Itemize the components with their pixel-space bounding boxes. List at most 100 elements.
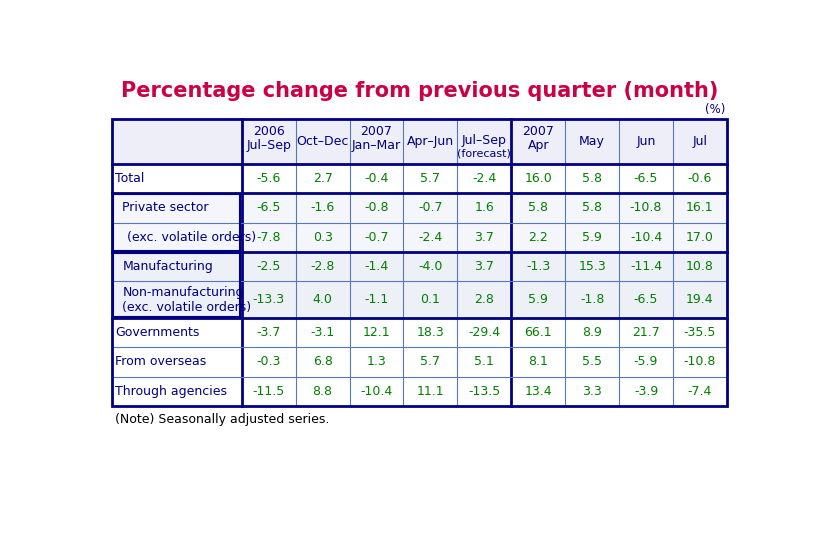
Text: 16.0: 16.0 (524, 172, 552, 185)
Text: 5.8: 5.8 (582, 201, 602, 214)
Text: 5.7: 5.7 (420, 172, 440, 185)
Text: -13.5: -13.5 (468, 385, 501, 398)
Bar (113, 194, 240, 251)
Text: -5.6: -5.6 (257, 172, 281, 185)
Text: 19.4: 19.4 (686, 293, 714, 306)
Text: (Note) Seasonally adjusted series.: (Note) Seasonally adjusted series. (115, 413, 330, 426)
Text: Total: Total (115, 172, 145, 185)
Text: -6.5: -6.5 (634, 293, 658, 306)
Text: Private sector: Private sector (123, 201, 209, 214)
Text: Jul–Sep: Jul–Sep (246, 139, 291, 152)
Text: Jul–Sep: Jul–Sep (462, 134, 507, 147)
Text: 2.8: 2.8 (474, 293, 494, 306)
Text: -1.8: -1.8 (580, 293, 605, 306)
Text: -11.4: -11.4 (630, 260, 662, 273)
Text: 3.3: 3.3 (582, 385, 602, 398)
Text: 5.9: 5.9 (528, 293, 548, 306)
Text: 3.7: 3.7 (474, 231, 494, 244)
Text: 8.1: 8.1 (528, 356, 548, 368)
Bar (111, 193, 727, 252)
Text: 16.1: 16.1 (686, 201, 714, 214)
Text: -10.8: -10.8 (684, 356, 716, 368)
Text: 1.6: 1.6 (474, 201, 494, 214)
Text: 17.0: 17.0 (686, 231, 714, 244)
Text: Oct–Dec: Oct–Dec (296, 135, 348, 148)
Text: -7.8: -7.8 (257, 231, 281, 244)
Text: Apr–Jun: Apr–Jun (407, 135, 454, 148)
Text: 5.8: 5.8 (582, 172, 602, 185)
Text: 21.7: 21.7 (632, 326, 660, 339)
Text: -4.0: -4.0 (418, 260, 443, 273)
Text: -0.6: -0.6 (688, 172, 712, 185)
Text: -0.8: -0.8 (364, 201, 389, 214)
Text: -3.9: -3.9 (634, 385, 658, 398)
Text: 2.7: 2.7 (312, 172, 333, 185)
Text: 2007: 2007 (523, 125, 554, 138)
Text: May: May (579, 135, 605, 148)
Text: -10.8: -10.8 (630, 201, 663, 214)
Text: -0.3: -0.3 (257, 356, 281, 368)
Text: -3.7: -3.7 (257, 326, 281, 339)
Text: 2007: 2007 (361, 125, 393, 138)
Text: 5.1: 5.1 (474, 356, 494, 368)
Text: 15.3: 15.3 (578, 260, 606, 273)
Bar (111, 252, 727, 318)
Text: Percentage change from previous quarter (month): Percentage change from previous quarter … (120, 81, 718, 101)
Text: 8.8: 8.8 (312, 385, 333, 398)
Text: -1.4: -1.4 (364, 260, 389, 273)
Bar (111, 119, 727, 406)
Text: Jul: Jul (693, 135, 708, 148)
Text: Governments: Governments (115, 326, 200, 339)
Text: -1.3: -1.3 (526, 260, 551, 273)
Text: -11.5: -11.5 (253, 385, 285, 398)
Text: -35.5: -35.5 (684, 326, 716, 339)
Text: Jan–Mar: Jan–Mar (352, 139, 401, 152)
Text: -7.4: -7.4 (688, 385, 712, 398)
Text: -10.4: -10.4 (361, 385, 393, 398)
Text: -2.4: -2.4 (472, 172, 497, 185)
Text: 13.4: 13.4 (524, 385, 552, 398)
Text: Manufacturing: Manufacturing (123, 260, 213, 273)
Text: -1.6: -1.6 (311, 201, 335, 214)
Bar (113, 253, 240, 317)
Text: -29.4: -29.4 (468, 326, 501, 339)
Text: 18.3: 18.3 (416, 326, 444, 339)
Bar (111, 119, 727, 164)
Text: -6.5: -6.5 (257, 201, 281, 214)
Text: 5.9: 5.9 (582, 231, 602, 244)
Text: 5.7: 5.7 (420, 356, 440, 368)
Text: 5.5: 5.5 (582, 356, 602, 368)
Text: 2.2: 2.2 (528, 231, 548, 244)
Text: 0.1: 0.1 (420, 293, 440, 306)
Text: -6.5: -6.5 (634, 172, 658, 185)
Text: -0.7: -0.7 (364, 231, 389, 244)
Text: 11.1: 11.1 (416, 385, 444, 398)
Text: 2006: 2006 (253, 125, 285, 138)
Text: -1.1: -1.1 (364, 293, 389, 306)
Text: -0.4: -0.4 (364, 172, 389, 185)
Text: -3.1: -3.1 (311, 326, 335, 339)
Text: From overseas: From overseas (115, 356, 207, 368)
Text: 6.8: 6.8 (312, 356, 333, 368)
Text: Through agencies: Through agencies (115, 385, 227, 398)
Text: 8.9: 8.9 (582, 326, 602, 339)
Text: 1.3: 1.3 (366, 356, 386, 368)
Text: -2.4: -2.4 (418, 231, 443, 244)
Text: -2.8: -2.8 (310, 260, 335, 273)
Text: 5.8: 5.8 (528, 201, 548, 214)
Text: 10.8: 10.8 (686, 260, 714, 273)
Text: (forecast): (forecast) (457, 148, 511, 158)
Text: -10.4: -10.4 (630, 231, 662, 244)
Text: (%): (%) (705, 102, 726, 116)
Text: 0.3: 0.3 (312, 231, 333, 244)
Text: Jun: Jun (636, 135, 656, 148)
Text: Non-manufacturing
(exc. volatile orders): Non-manufacturing (exc. volatile orders) (123, 286, 251, 313)
Text: (exc. volatile orders): (exc. volatile orders) (127, 231, 256, 244)
Text: -13.3: -13.3 (253, 293, 285, 306)
Text: 12.1: 12.1 (362, 326, 390, 339)
Text: -0.7: -0.7 (418, 201, 443, 214)
Text: Apr: Apr (528, 139, 549, 152)
Text: 4.0: 4.0 (312, 293, 333, 306)
Text: -5.9: -5.9 (634, 356, 658, 368)
Text: 3.7: 3.7 (474, 260, 494, 273)
